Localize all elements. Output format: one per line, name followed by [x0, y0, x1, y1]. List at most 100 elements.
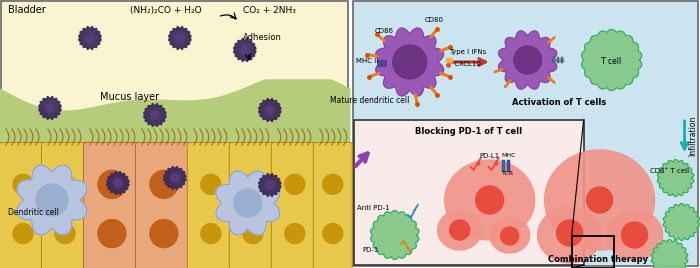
Circle shape [243, 174, 262, 194]
Polygon shape [258, 99, 281, 121]
Polygon shape [216, 171, 280, 235]
Polygon shape [38, 96, 61, 120]
Text: T cell: T cell [601, 58, 622, 66]
Polygon shape [376, 28, 444, 96]
Polygon shape [438, 210, 482, 250]
Polygon shape [79, 27, 101, 50]
FancyBboxPatch shape [502, 160, 505, 172]
Polygon shape [144, 103, 166, 126]
FancyBboxPatch shape [354, 120, 584, 265]
Circle shape [201, 224, 221, 244]
FancyBboxPatch shape [507, 160, 510, 172]
Circle shape [150, 219, 178, 248]
Circle shape [150, 170, 178, 198]
Text: Mucus layer: Mucus layer [100, 92, 160, 102]
Circle shape [500, 227, 519, 245]
Polygon shape [545, 150, 654, 250]
Text: Adhesion: Adhesion [243, 33, 281, 42]
Polygon shape [651, 240, 688, 268]
Circle shape [201, 174, 221, 194]
Text: PD-L1: PD-L1 [480, 153, 500, 159]
FancyBboxPatch shape [0, 143, 46, 268]
Polygon shape [258, 174, 281, 196]
Polygon shape [664, 203, 700, 240]
Polygon shape [607, 210, 663, 260]
Circle shape [46, 104, 54, 112]
Circle shape [266, 181, 274, 189]
Polygon shape [106, 172, 129, 195]
Circle shape [234, 189, 262, 217]
Polygon shape [0, 80, 350, 175]
Circle shape [114, 179, 122, 187]
Text: PD-1: PD-1 [363, 247, 379, 253]
Polygon shape [582, 29, 642, 91]
Text: CD80: CD80 [425, 17, 444, 23]
Circle shape [285, 174, 304, 194]
FancyBboxPatch shape [377, 60, 381, 66]
Circle shape [476, 186, 504, 214]
Text: Mature dendritic cell: Mature dendritic cell [330, 96, 410, 105]
Text: Blocking PD-1 of T cell: Blocking PD-1 of T cell [415, 127, 522, 136]
Circle shape [13, 174, 33, 194]
Polygon shape [657, 159, 694, 196]
Polygon shape [490, 217, 530, 253]
Circle shape [587, 187, 612, 213]
FancyBboxPatch shape [41, 143, 88, 268]
FancyBboxPatch shape [135, 143, 192, 268]
Circle shape [13, 224, 33, 244]
Text: CD8⁺ T cell: CD8⁺ T cell [650, 168, 689, 174]
Circle shape [393, 45, 427, 79]
Text: CD86: CD86 [374, 28, 393, 34]
Circle shape [266, 106, 274, 114]
FancyBboxPatch shape [272, 143, 318, 268]
FancyBboxPatch shape [1, 1, 348, 266]
FancyBboxPatch shape [314, 143, 352, 268]
Circle shape [241, 46, 249, 54]
FancyBboxPatch shape [230, 143, 276, 268]
Circle shape [86, 34, 94, 42]
FancyBboxPatch shape [556, 57, 559, 63]
Circle shape [514, 46, 542, 74]
Circle shape [98, 170, 126, 198]
Circle shape [36, 184, 68, 216]
Text: Bladder: Bladder [8, 5, 46, 15]
Text: Combination therapy: Combination therapy [547, 255, 648, 264]
FancyBboxPatch shape [382, 60, 386, 66]
Polygon shape [234, 39, 256, 61]
FancyBboxPatch shape [552, 57, 555, 63]
Polygon shape [164, 166, 186, 189]
Text: MHC: MHC [502, 153, 516, 158]
Circle shape [55, 224, 75, 244]
Text: TCR: TCR [502, 171, 514, 176]
Circle shape [285, 224, 304, 244]
Circle shape [176, 34, 184, 42]
Circle shape [98, 219, 126, 248]
Text: Type I IFNs: Type I IFNs [449, 49, 486, 55]
Text: Dendritic cell: Dendritic cell [8, 208, 59, 217]
Circle shape [55, 174, 75, 194]
Polygon shape [444, 160, 535, 240]
Text: Activation of T cells: Activation of T cells [512, 98, 607, 107]
Circle shape [150, 111, 159, 119]
Circle shape [622, 222, 648, 248]
Text: (NH₂)₂CO + H₂O: (NH₂)₂CO + H₂O [130, 6, 202, 15]
Polygon shape [498, 31, 556, 89]
FancyBboxPatch shape [188, 143, 235, 268]
Polygon shape [370, 210, 419, 259]
FancyBboxPatch shape [561, 57, 563, 63]
Circle shape [243, 224, 262, 244]
Text: MHC II: MHC II [356, 58, 378, 64]
Text: Infiltration: Infiltration [689, 116, 697, 156]
Circle shape [323, 174, 343, 194]
FancyBboxPatch shape [83, 143, 141, 268]
Text: CO₂ + 2NH₃: CO₂ + 2NH₃ [243, 6, 295, 15]
Circle shape [323, 224, 343, 244]
Circle shape [556, 220, 582, 246]
Circle shape [171, 174, 179, 182]
Circle shape [449, 220, 470, 240]
Polygon shape [169, 27, 191, 50]
Polygon shape [18, 165, 87, 235]
FancyBboxPatch shape [353, 1, 697, 266]
Polygon shape [538, 207, 601, 263]
Text: CXCL10: CXCL10 [452, 61, 481, 67]
